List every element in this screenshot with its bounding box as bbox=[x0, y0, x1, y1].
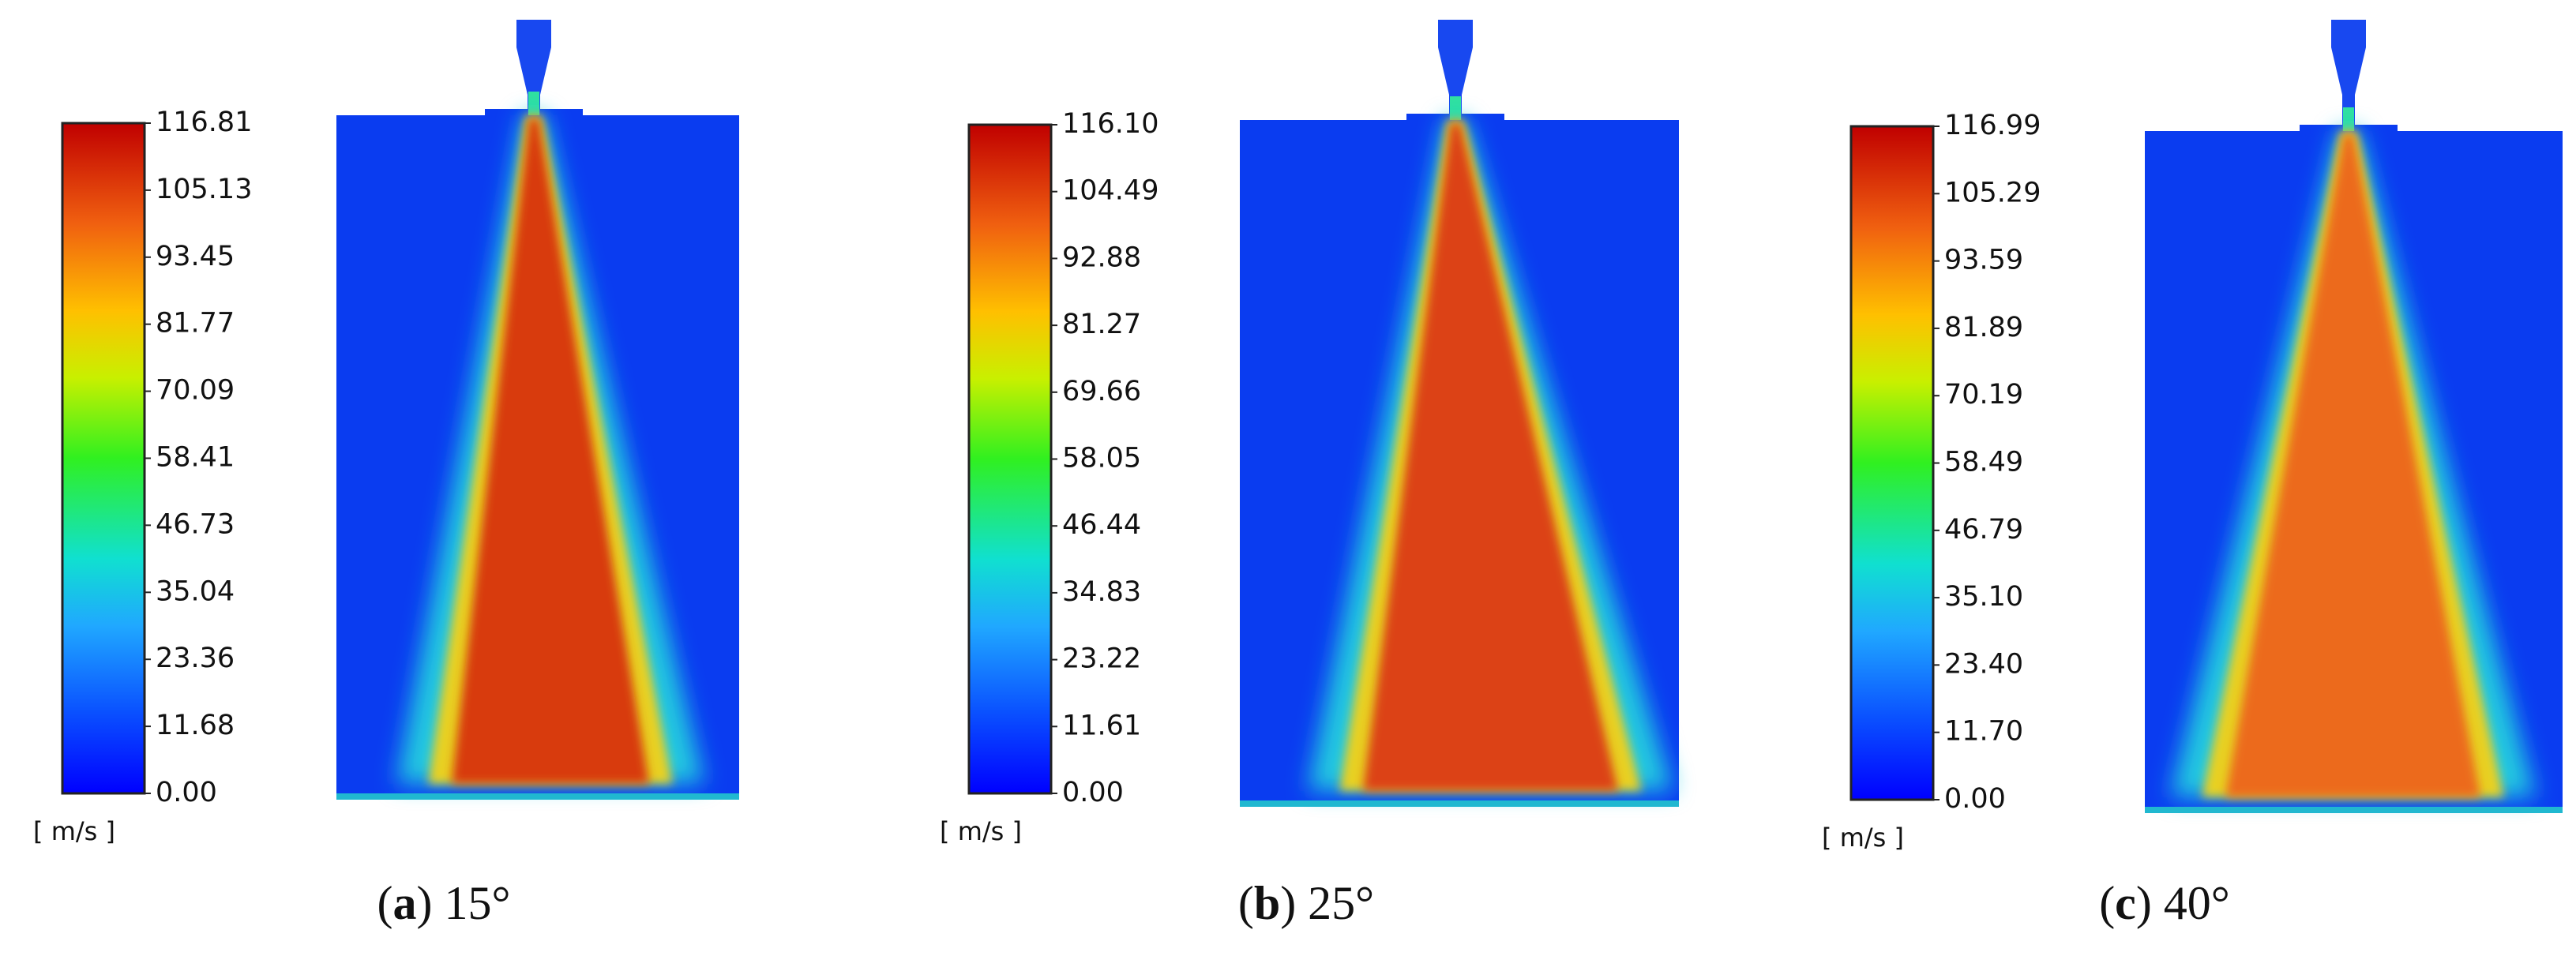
colorbar-tick-label: 58.49 bbox=[1944, 447, 2023, 478]
panel: 0.00 11.68 23.36 35.04 46.73 58.41 70.09 81.77 9… bbox=[33, 20, 739, 929]
nozzle-throat bbox=[2343, 107, 2354, 131]
colorbar bbox=[1849, 125, 1935, 801]
colorbar-unit: [ m/s ] bbox=[940, 816, 1022, 846]
caption: (a) 15° bbox=[377, 877, 511, 929]
colorbar-tick-label: 116.10 bbox=[1062, 108, 1158, 140]
nozzle bbox=[2331, 20, 2366, 131]
colorbar-tick-label: 69.66 bbox=[1062, 376, 1141, 407]
colorbar-tick-label: 23.22 bbox=[1062, 643, 1141, 675]
spray-core bbox=[452, 118, 649, 784]
colorbar-tick-label: 105.29 bbox=[1944, 177, 2041, 208]
colorbar-tick-label: 81.89 bbox=[1944, 312, 2023, 343]
colorbar-tick-label: 104.49 bbox=[1062, 175, 1158, 207]
colorbar-tick-label: 35.10 bbox=[1944, 581, 2023, 613]
colorbar-tick-label: 58.05 bbox=[1062, 443, 1141, 474]
colorbar-tick-label: 11.61 bbox=[1062, 710, 1141, 741]
panel: 0.00 11.70 23.40 35.10 46.79 58.49 70.19 81.89 9… bbox=[1822, 20, 2563, 929]
colorbar-tick-label: 34.83 bbox=[1062, 576, 1141, 608]
colorbar-tick-label: 0.00 bbox=[1062, 777, 1124, 808]
nozzle-throat bbox=[528, 92, 539, 115]
colorbar-tick-label: 23.36 bbox=[156, 643, 235, 674]
colorbar-tick-label: 23.40 bbox=[1944, 648, 2023, 680]
caption-part: ) 15° bbox=[417, 877, 511, 929]
caption: (c) 40° bbox=[2099, 877, 2230, 929]
caption-part: c bbox=[2115, 877, 2136, 929]
caption: (b) 25° bbox=[1238, 877, 1374, 929]
bottom-wall bbox=[2145, 807, 2563, 813]
colorbar-tick-label: 70.19 bbox=[1944, 379, 2023, 411]
spray-core bbox=[2225, 134, 2480, 797]
colorbar-unit: [ m/s ] bbox=[1822, 823, 1904, 853]
colorbar-tick-label: 81.27 bbox=[1062, 309, 1141, 340]
colorbar bbox=[967, 123, 1053, 795]
colorbar-tick-label: 46.44 bbox=[1062, 509, 1141, 541]
caption-part: b bbox=[1254, 877, 1280, 929]
colorbar-tick-label: 93.45 bbox=[156, 241, 235, 272]
spray-core bbox=[1363, 123, 1618, 791]
caption-part: ) 40° bbox=[2136, 877, 2230, 929]
colorbar-tick-label: 11.70 bbox=[1944, 716, 2023, 748]
colorbar-tick-label: 81.77 bbox=[156, 308, 235, 339]
colorbar-tick-label: 0.00 bbox=[1944, 783, 2006, 815]
nozzle-throat bbox=[1450, 96, 1461, 120]
panel: 0.00 11.61 23.22 34.83 46.44 58.05 69.66 81.27 9… bbox=[940, 20, 1679, 929]
colorbar-tick-label: 46.79 bbox=[1944, 514, 2023, 545]
colorbar-tick-label: 116.99 bbox=[1944, 110, 2041, 141]
bottom-wall bbox=[336, 793, 739, 800]
caption-part: ( bbox=[1238, 877, 1254, 929]
colorbar-tick-label: 93.59 bbox=[1944, 245, 2023, 276]
colorbar-tick-label: 105.13 bbox=[156, 174, 252, 205]
colorbar-tick-label: 35.04 bbox=[156, 575, 235, 607]
colorbar-tick-label: 116.81 bbox=[156, 107, 252, 138]
colorbar-tick-label: 70.09 bbox=[156, 375, 235, 407]
colorbar-tick-label: 11.68 bbox=[156, 710, 235, 741]
caption-part: ( bbox=[377, 877, 393, 929]
colorbar-tick-label: 46.73 bbox=[156, 508, 235, 540]
colorbar-tick-label: 92.88 bbox=[1062, 242, 1141, 273]
colorbar-unit: [ m/s ] bbox=[33, 816, 115, 846]
nozzle bbox=[516, 20, 551, 115]
nozzle bbox=[1438, 20, 1473, 120]
caption-part: ) 25° bbox=[1280, 877, 1374, 929]
caption-part: a bbox=[393, 877, 417, 929]
colorbar bbox=[61, 122, 146, 795]
colorbar-tick-label: 0.00 bbox=[156, 777, 217, 808]
bottom-wall bbox=[1240, 800, 1679, 807]
caption-part: ( bbox=[2099, 877, 2115, 929]
colorbar-tick-label: 58.41 bbox=[156, 441, 235, 473]
